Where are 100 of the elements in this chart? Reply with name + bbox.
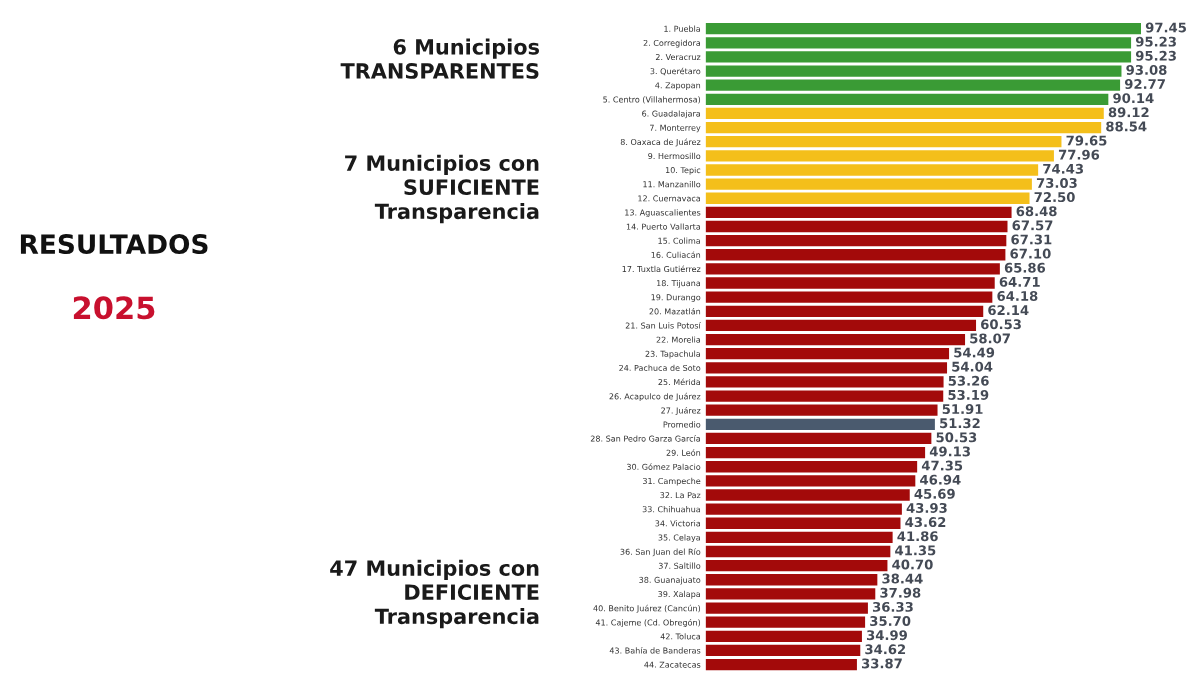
data-label: 50.53 [936,432,977,443]
bar [705,432,932,445]
y-tick-label: 29. León [666,449,701,456]
y-tick-label: 20. Mazatlán [649,307,701,315]
data-label: 93.08 [1126,64,1167,75]
data-label: 47.35 [921,460,963,471]
bar [705,234,1007,247]
bar [705,348,950,360]
data-label: 89.12 [1108,107,1149,118]
data-label: 58.07 [970,333,1010,344]
data-label: 34.99 [866,630,907,641]
data-label: 95.23 [1135,50,1176,61]
y-tick-label: Promedio [663,421,701,428]
y-tick-label: 10. Tepic [665,166,701,175]
y-tick-label: 5. Centro (Villahermosa) [603,96,701,104]
y-tick-label: 8. Oaxaca de Juárez [620,138,701,147]
data-label: 38.44 [882,573,923,584]
data-label: 88.54 [1106,121,1147,132]
y-tick-label: 28. San Pedro Garza García [590,435,701,442]
y-tick-label: 31. Campeche [643,477,701,486]
y-tick-label: 43. Bahía de Banderas [609,647,701,654]
bar [705,404,938,416]
y-tick-label: 22. Morelia [656,336,701,343]
y-tick-label: 40. Benito Juárez (Cancún) [593,604,701,613]
y-tick-label: 21. San Luis Potosí [625,322,701,329]
y-tick-label: 33. Chihuahua [642,506,701,513]
bar [705,51,1132,63]
y-tick-label: 36. San Juan del Río [620,548,701,557]
data-label: 46.94 [920,474,961,485]
bar [705,362,948,374]
data-label: 49.13 [929,446,970,457]
bar [705,136,1062,148]
bar [705,503,902,515]
bar [705,545,891,558]
data-label: 41.86 [897,531,938,542]
bar [705,446,926,459]
y-tick-label: 26. Acapulco de Juárez [609,392,701,401]
data-label: 35.70 [870,616,911,626]
y-tick-label: 11. Manzanillo [643,181,701,188]
data-label: 37.98 [880,587,921,598]
bar [705,164,1039,176]
y-tick-label: 23. Tapachula [645,350,701,359]
data-label: 54.04 [952,361,993,372]
bar [705,517,901,529]
bar [705,644,861,657]
y-tick-label: 38. Guanajuato [639,576,701,585]
data-label: 62.14 [988,305,1029,316]
bar [705,93,1109,105]
bar [705,206,1012,219]
data-label: 64.18 [997,291,1038,301]
data-label: 77.96 [1058,149,1100,160]
text: 2025 [73,296,155,320]
y-tick-label: 37. Saltillo [658,562,701,569]
bar [705,390,944,402]
data-label: 43.93 [906,502,947,513]
bar [705,65,1122,77]
bar [705,588,876,600]
bar [705,107,1104,120]
y-tick-label: 7. Monterrey [650,124,701,133]
y-tick-label: 35. Celaya [658,534,701,543]
y-tick-label: 34. Victoria [655,520,701,527]
y-tick-label: 2. Veracruz [655,54,701,61]
y-tick-label: 19. Durango [651,294,701,302]
data-label: 51.91 [942,404,983,415]
bar [705,291,993,303]
y-tick-label: 9. Hermosillo [648,152,701,160]
data-label: 67.31 [1011,234,1052,245]
text: 6 Municipios TRANSPARENTES [340,38,540,79]
bar [705,263,1000,275]
bar [705,23,1141,35]
data-label: 54.49 [954,347,995,358]
bar [705,475,916,487]
bar [705,616,866,628]
data-label: 67.57 [1012,220,1053,231]
data-label: 36.33 [872,601,913,612]
y-tick-label: 16. Culiacán [651,251,701,258]
y-tick-label: 12. Cuernavaca [638,195,701,202]
data-label: 74.43 [1043,163,1083,174]
bar [705,559,888,572]
y-tick-label: 25. Mérida [658,378,701,386]
data-label: 53.26 [948,375,989,386]
data-label: 97.45 [1145,22,1186,33]
bar [705,305,984,317]
y-tick-label: 17. Tuxtla Gutiérrez [622,265,701,273]
bar [705,178,1032,190]
bar [705,37,1132,49]
bar [705,461,918,473]
y-tick-label: 2. Corregidora [643,39,701,48]
y-tick-label: 18. Tijuana [657,279,701,288]
data-label: 72.50 [1034,192,1075,203]
data-label: 73.03 [1036,177,1077,188]
data-label: 33.87 [861,658,902,669]
y-tick-label: 42. Toluca [660,633,701,640]
bar [705,531,893,544]
data-label: 60.53 [981,319,1021,330]
bar [705,277,995,289]
y-tick-label: 1. Puebla [664,25,701,32]
y-tick-label: 3. Querétaro [650,67,701,76]
bar [705,602,868,614]
bar [705,150,1054,162]
